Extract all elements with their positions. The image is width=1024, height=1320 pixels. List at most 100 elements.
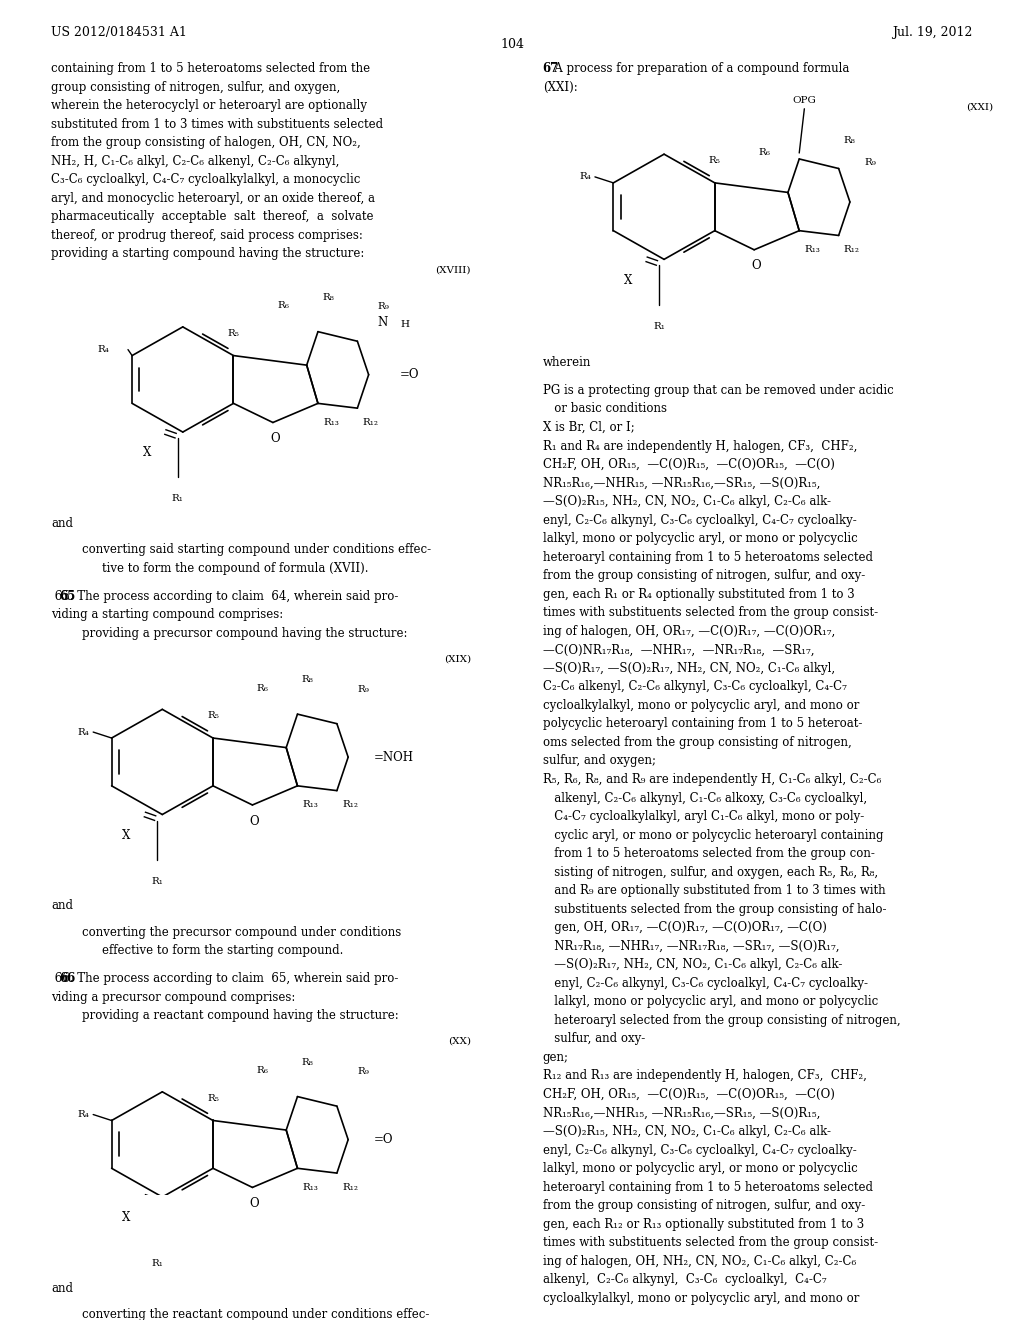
- Text: X: X: [624, 273, 633, 286]
- Text: and: and: [51, 1282, 73, 1295]
- Text: R₄: R₄: [579, 173, 591, 181]
- Text: tive to form the compound of formula (XVII).: tive to form the compound of formula (XV…: [102, 562, 369, 574]
- Text: 67: 67: [543, 62, 559, 75]
- Text: ing of halogen, OH, OR₁₇, —C(O)R₁₇, —C(O)OR₁₇,: ing of halogen, OH, OR₁₇, —C(O)R₁₇, —C(O…: [543, 624, 835, 638]
- Text: R₈: R₈: [323, 293, 334, 302]
- Text: X: X: [122, 829, 131, 842]
- Text: gen, each R₁₂ or R₁₃ optionally substituted from 1 to 3: gen, each R₁₂ or R₁₃ optionally substitu…: [543, 1217, 864, 1230]
- Text: NR₁₅R₁₆,—NHR₁₅, —NR₁₅R₁₆,—SR₁₅, —S(O)R₁₅,: NR₁₅R₁₆,—NHR₁₅, —NR₁₅R₁₆,—SR₁₅, —S(O)R₁₅…: [543, 477, 820, 490]
- Text: R₁₃: R₁₃: [303, 1183, 318, 1192]
- Text: (XXI): (XXI): [967, 103, 993, 112]
- Text: containing from 1 to 5 heteroatoms selected from the: containing from 1 to 5 heteroatoms selec…: [51, 62, 371, 75]
- Text: C₃-C₆ cycloalkyl, C₄-C₇ cycloalkylalkyl, a monocyclic: C₃-C₆ cycloalkyl, C₄-C₇ cycloalkylalkyl,…: [51, 173, 360, 186]
- Text: times with substituents selected from the group consist-: times with substituents selected from th…: [543, 1236, 878, 1249]
- Text: X: X: [142, 446, 152, 459]
- Text: CH₂F, OH, OR₁₅,  —C(O)R₁₅,  —C(O)OR₁₅,  —C(O): CH₂F, OH, OR₁₅, —C(O)R₁₅, —C(O)OR₁₅, —C(…: [543, 458, 835, 471]
- Text: —S(O)₂R₁₇, NH₂, CN, NO₂, C₁-C₆ alkyl, C₂-C₆ alk-: —S(O)₂R₁₇, NH₂, CN, NO₂, C₁-C₆ alkyl, C₂…: [543, 958, 842, 972]
- Text: sulfur, and oxygen;: sulfur, and oxygen;: [543, 755, 655, 767]
- Text: viding a starting compound comprises:: viding a starting compound comprises:: [51, 609, 284, 620]
- Text: PG is a protecting group that can be removed under acidic: PG is a protecting group that can be rem…: [543, 384, 894, 397]
- Text: C₄-C₇ cycloalkylalkyl, aryl C₁-C₆ alkyl, mono or poly-: C₄-C₇ cycloalkylalkyl, aryl C₁-C₆ alkyl,…: [543, 810, 864, 824]
- Text: from the group consisting of nitrogen, sulfur, and oxy-: from the group consisting of nitrogen, s…: [543, 569, 865, 582]
- Text: providing a starting compound having the structure:: providing a starting compound having the…: [51, 247, 365, 260]
- Text: —C(O)NR₁₇R₁₈,  —NHR₁₇,  —NR₁₇R₁₈,  —SR₁₇,: —C(O)NR₁₇R₁₈, —NHR₁₇, —NR₁₇R₁₈, —SR₁₇,: [543, 643, 814, 656]
- Text: and R₉ are optionally substituted from 1 to 3 times with: and R₉ are optionally substituted from 1…: [543, 884, 886, 898]
- Text: (XVIII): (XVIII): [435, 265, 471, 275]
- Text: cycloalkylalkyl, mono or polycyclic aryl, and mono or: cycloalkylalkyl, mono or polycyclic aryl…: [543, 1292, 859, 1304]
- Text: R₄: R₄: [97, 345, 110, 354]
- Text: from 1 to 5 heteroatoms selected from the group con-: from 1 to 5 heteroatoms selected from th…: [543, 847, 874, 861]
- Text: heteroaryl containing from 1 to 5 heteroatoms selected: heteroaryl containing from 1 to 5 hetero…: [543, 1180, 872, 1193]
- Text: =O: =O: [374, 1133, 393, 1146]
- Text: ing of halogen, OH, NH₂, CN, NO₂, C₁-C₆ alkyl, C₂-C₆: ing of halogen, OH, NH₂, CN, NO₂, C₁-C₆ …: [543, 1254, 856, 1267]
- Text: R₆: R₆: [257, 684, 268, 693]
- Text: O: O: [250, 1197, 259, 1210]
- Text: converting said starting compound under conditions effec-: converting said starting compound under …: [82, 544, 431, 556]
- Text: times with substituents selected from the group consist-: times with substituents selected from th…: [543, 606, 878, 619]
- Text: aryl, and monocyclic heteroaryl, or an oxide thereof, a: aryl, and monocyclic heteroaryl, or an o…: [51, 191, 375, 205]
- Text: NR₁₅R₁₆,—NHR₁₅, —NR₁₅R₁₆,—SR₁₅, —S(O)R₁₅,: NR₁₅R₁₆,—NHR₁₅, —NR₁₅R₁₆,—SR₁₅, —S(O)R₁₅…: [543, 1106, 820, 1119]
- Text: sisting of nitrogen, sulfur, and oxygen, each R₅, R₆, R₈,: sisting of nitrogen, sulfur, and oxygen,…: [543, 866, 878, 879]
- Text: =NOH: =NOH: [374, 751, 414, 764]
- Text: alkenyl, C₂-C₆ alkynyl, C₁-C₆ alkoxy, C₃-C₆ cycloalkyl,: alkenyl, C₂-C₆ alkynyl, C₁-C₆ alkoxy, C₃…: [543, 792, 867, 804]
- Text: R₆: R₆: [278, 301, 289, 310]
- Text: R₁₃: R₁₃: [324, 417, 339, 426]
- Text: —S(O)₂R₁₅, NH₂, CN, NO₂, C₁-C₆ alkyl, C₂-C₆ alk-: —S(O)₂R₁₅, NH₂, CN, NO₂, C₁-C₆ alkyl, C₂…: [543, 1125, 830, 1138]
- Text: (XXI):: (XXI):: [543, 81, 578, 94]
- Text: —S(O)R₁₇, —S(O)₂R₁₇, NH₂, CN, NO₂, C₁-C₆ alkyl,: —S(O)R₁₇, —S(O)₂R₁₇, NH₂, CN, NO₂, C₁-C₆…: [543, 661, 835, 675]
- Text: group consisting of nitrogen, sulfur, and oxygen,: group consisting of nitrogen, sulfur, an…: [51, 81, 340, 94]
- Text: lalkyl, mono or polycyclic aryl, and mono or polycyclic: lalkyl, mono or polycyclic aryl, and mon…: [543, 995, 878, 1008]
- Text: NR₁₇R₁₈, —NHR₁₇, —NR₁₇R₁₈, —SR₁₇, —S(O)R₁₇,: NR₁₇R₁₈, —NHR₁₇, —NR₁₇R₁₈, —SR₁₇, —S(O)R…: [543, 940, 840, 953]
- Text: enyl, C₂-C₆ alkynyl, C₃-C₆ cycloalkyl, C₄-C₇ cycloalky-: enyl, C₂-C₆ alkynyl, C₃-C₆ cycloalkyl, C…: [543, 513, 856, 527]
- Text: R₁₂ and R₁₃ are independently H, halogen, CF₃,  CHF₂,: R₁₂ and R₁₃ are independently H, halogen…: [543, 1069, 866, 1082]
- Text: NH₂, H, C₁-C₆ alkyl, C₂-C₆ alkenyl, C₂-C₆ alkynyl,: NH₂, H, C₁-C₆ alkyl, C₂-C₆ alkenyl, C₂-C…: [51, 154, 340, 168]
- Text: R₉: R₉: [864, 158, 877, 168]
- Text: gen, OH, OR₁₇, —C(O)R₁₇, —C(O)OR₁₇, —C(O): gen, OH, OR₁₇, —C(O)R₁₇, —C(O)OR₁₇, —C(O…: [543, 921, 826, 935]
- Text: 66. The process according to claim  65, wherein said pro-: 66. The process according to claim 65, w…: [51, 972, 398, 985]
- Text: R₁₂: R₁₂: [342, 800, 358, 809]
- Text: wherein the heterocyclyl or heteroaryl are optionally: wherein the heterocyclyl or heteroaryl a…: [51, 99, 368, 112]
- Text: from the group consisting of halogen, OH, CN, NO₂,: from the group consisting of halogen, OH…: [51, 136, 360, 149]
- Text: H: H: [400, 321, 410, 329]
- Text: R₁: R₁: [172, 494, 183, 503]
- Text: R₈: R₈: [844, 136, 856, 145]
- Text: R₅, R₆, R₈, and R₉ are independently H, C₁-C₆ alkyl, C₂-C₆: R₅, R₆, R₈, and R₉ are independently H, …: [543, 774, 881, 785]
- Text: substituted from 1 to 3 times with substituents selected: substituted from 1 to 3 times with subst…: [51, 117, 383, 131]
- Text: R₁₃: R₁₃: [303, 800, 318, 809]
- Text: —S(O)₂R₁₅, NH₂, CN, NO₂, C₁-C₆ alkyl, C₂-C₆ alk-: —S(O)₂R₁₅, NH₂, CN, NO₂, C₁-C₆ alkyl, C₂…: [543, 495, 830, 508]
- Text: US 2012/0184531 A1: US 2012/0184531 A1: [51, 26, 187, 40]
- Text: R₁₃: R₁₃: [805, 246, 820, 253]
- Text: O: O: [752, 259, 761, 272]
- Text: 66: 66: [59, 972, 76, 985]
- Text: gen;: gen;: [543, 1051, 568, 1064]
- Text: C₂-C₆ alkenyl, C₂-C₆ alkynyl, C₃-C₆ cycloalkyl, C₄-C₇: C₂-C₆ alkenyl, C₂-C₆ alkynyl, C₃-C₆ cycl…: [543, 680, 847, 693]
- Text: 104: 104: [500, 38, 524, 51]
- Text: gen, each R₁ or R₄ optionally substituted from 1 to 3: gen, each R₁ or R₄ optionally substitute…: [543, 587, 854, 601]
- Text: R₅: R₅: [207, 1093, 219, 1102]
- Text: enyl, C₂-C₆ alkynyl, C₃-C₆ cycloalkyl, C₄-C₇ cycloalky-: enyl, C₂-C₆ alkynyl, C₃-C₆ cycloalkyl, C…: [543, 1143, 856, 1156]
- Text: R₄: R₄: [77, 1110, 89, 1119]
- Text: from the group consisting of nitrogen, sulfur, and oxy-: from the group consisting of nitrogen, s…: [543, 1199, 865, 1212]
- Text: =O: =O: [399, 368, 419, 381]
- Text: R₅: R₅: [709, 156, 721, 165]
- Text: providing a precursor compound having the structure:: providing a precursor compound having th…: [82, 627, 408, 640]
- Text: lalkyl, mono or polycyclic aryl, or mono or polycyclic: lalkyl, mono or polycyclic aryl, or mono…: [543, 532, 857, 545]
- Text: heteroaryl containing from 1 to 5 heteroatoms selected: heteroaryl containing from 1 to 5 hetero…: [543, 550, 872, 564]
- Text: R₁: R₁: [152, 876, 163, 886]
- Text: and: and: [51, 899, 73, 912]
- Text: R₉: R₉: [357, 685, 370, 694]
- Text: R₉: R₉: [378, 302, 390, 312]
- Text: O: O: [250, 814, 259, 828]
- Text: R₅: R₅: [207, 711, 219, 721]
- Text: R₆: R₆: [759, 148, 770, 157]
- Text: or basic conditions: or basic conditions: [543, 403, 667, 416]
- Text: (XIX): (XIX): [444, 655, 471, 664]
- Text: wherein: wherein: [543, 356, 591, 370]
- Text: enyl, C₂-C₆ alkynyl, C₃-C₆ cycloalkyl, C₄-C₇ cycloalky-: enyl, C₂-C₆ alkynyl, C₃-C₆ cycloalkyl, C…: [543, 977, 867, 990]
- Text: pharmaceutically  acceptable  salt  thereof,  a  solvate: pharmaceutically acceptable salt thereof…: [51, 210, 374, 223]
- Text: X: X: [122, 1212, 131, 1225]
- Text: thereof, or prodrug thereof, said process comprises:: thereof, or prodrug thereof, said proces…: [51, 228, 364, 242]
- Text: R₆: R₆: [257, 1067, 268, 1074]
- Text: N: N: [378, 317, 388, 329]
- Text: R₁: R₁: [653, 322, 665, 330]
